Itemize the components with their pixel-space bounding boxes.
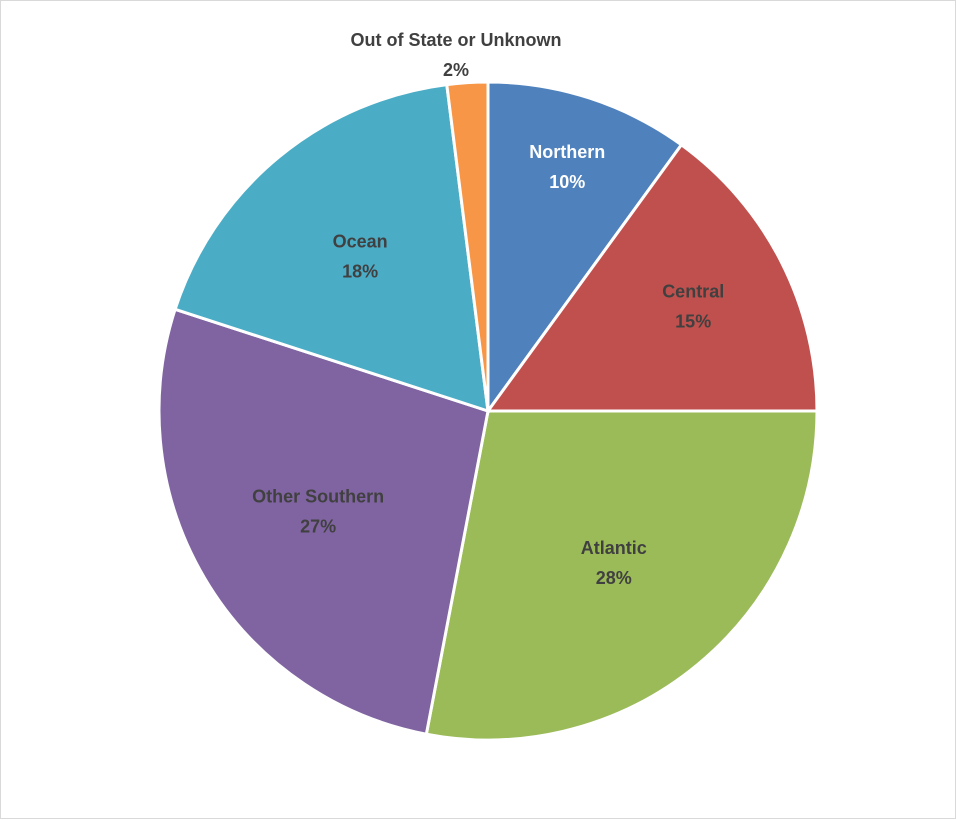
pie-slice-central xyxy=(485,142,819,413)
pie-slice-other-southern xyxy=(157,307,490,736)
pie-slice-ocean xyxy=(173,82,490,414)
slice-category-label: Atlantic xyxy=(581,538,647,558)
slice-label-atlantic: Atlantic 28% xyxy=(581,538,647,588)
slice-label-northern: Northern 10% xyxy=(529,142,605,192)
pie-labels: Northern 10% Central 15% Atlantic 28% Other So… xyxy=(252,30,724,588)
pie-slice-northern xyxy=(486,80,684,416)
slice-percent-label: 10% xyxy=(549,172,585,192)
slice-category-label: Out of State or Unknown xyxy=(351,30,562,50)
slice-category-label: Central xyxy=(662,281,724,301)
slice-label-out-of-state-or-unknown: Out of State or Unknown 2% xyxy=(351,30,562,80)
slice-category-label: Ocean xyxy=(333,231,388,251)
slice-percent-label: 28% xyxy=(596,568,632,588)
slice-category-label: Other Southern xyxy=(252,487,384,507)
slice-percent-label: 2% xyxy=(443,60,469,80)
slice-category-label: Northern xyxy=(529,142,605,162)
slice-label-central: Central 15% xyxy=(662,281,724,331)
pie-slices xyxy=(157,80,819,742)
slice-label-other-southern: Other Southern 27% xyxy=(252,487,384,537)
pie-slice-out-of-state-or-unknown xyxy=(445,80,490,412)
slice-percent-label: 15% xyxy=(675,311,711,331)
slice-label-ocean: Ocean 18% xyxy=(333,231,388,281)
pie-slice-atlantic xyxy=(424,409,819,742)
slice-percent-label: 27% xyxy=(300,517,336,537)
slice-percent-label: 18% xyxy=(342,261,378,281)
